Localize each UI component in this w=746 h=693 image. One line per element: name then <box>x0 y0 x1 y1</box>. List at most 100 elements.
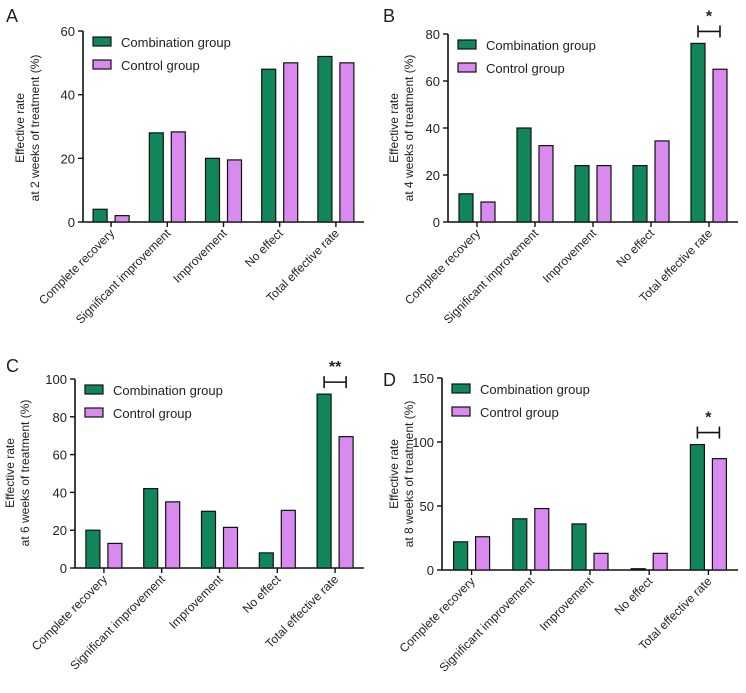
x-category-label: Improvement <box>540 226 600 286</box>
bar-control <box>652 552 668 571</box>
y-axis-label-line: Effective rate <box>387 439 401 509</box>
y-tick-label: 60 <box>53 448 67 463</box>
y-tick-label: 80 <box>426 27 440 42</box>
y-axis-label: Effective rateat 2 weeks of treatment (%… <box>13 55 42 202</box>
bar-control <box>280 509 296 569</box>
bar-combination <box>571 523 587 571</box>
legend-swatch-control <box>457 62 477 73</box>
y-tick-label: 20 <box>53 523 67 538</box>
x-category-label: No effect <box>612 574 656 618</box>
y-axis-label-line: at 6 weeks of treatment (%) <box>18 400 32 547</box>
bar-control <box>712 68 728 223</box>
y-tick-label: 40 <box>53 485 67 500</box>
bar-combination <box>92 208 108 223</box>
bar-control <box>226 159 243 223</box>
chart-panel-d: D 0 50 100 150 Effective rateat 8 weeks of tr… <box>383 370 738 675</box>
x-category-label: Significant improvement <box>67 572 168 673</box>
y-tick-label: 0 <box>68 215 75 230</box>
bar-combination <box>512 518 528 571</box>
y-tick-label: 60 <box>61 24 75 39</box>
y-axis-label: Effective rateat 8 weeks of treatment (%… <box>387 401 416 548</box>
bar-control <box>480 201 496 223</box>
significance-label: * <box>706 8 713 25</box>
bar-combination <box>689 443 706 571</box>
y-tick-label: 40 <box>426 121 440 136</box>
bar-combination <box>261 68 277 223</box>
y-axis-label: Effective rateat 6 weeks of treatment (%… <box>3 400 32 547</box>
legend-swatch-combination <box>84 384 104 395</box>
x-category-label: Improvement <box>537 574 597 634</box>
y-tick-label: 100 <box>412 435 434 450</box>
bar-combination <box>85 529 101 569</box>
y-tick-label: 60 <box>426 74 440 89</box>
panel-letter: A <box>6 6 18 26</box>
y-axis-label-line: at 8 weeks of treatment (%) <box>402 401 416 548</box>
bar-control <box>338 436 354 569</box>
x-category-label: No effect <box>240 572 284 616</box>
y-tick-label: 0 <box>427 563 434 578</box>
y-axis-label-line: Effective rate <box>387 93 401 163</box>
x-category-label: Significant improvement <box>436 574 537 675</box>
bar-control <box>593 552 609 571</box>
y-tick-label: 0 <box>60 561 67 576</box>
y-tick-label: 20 <box>61 151 75 166</box>
bar-combination <box>632 165 648 223</box>
legend-label: Control group <box>113 406 192 421</box>
significance-label: * <box>705 410 712 427</box>
x-category-label: No effect <box>242 226 286 270</box>
bar-control <box>283 62 299 223</box>
y-axis-label-line: at 4 weeks of treatment (%) <box>402 55 416 202</box>
bar-control <box>596 165 612 223</box>
y-tick-label: 150 <box>412 371 434 386</box>
bar-control <box>475 536 491 571</box>
legend-label: Combination group <box>480 382 590 397</box>
legend-label: Combination group <box>113 383 223 398</box>
bar-combination <box>453 541 469 571</box>
bar-control <box>107 542 123 569</box>
bar-control <box>114 215 130 223</box>
legend-swatch-combination <box>457 39 477 50</box>
legend-swatch-combination <box>451 383 471 394</box>
bar-combination <box>516 127 532 223</box>
bar-control <box>165 501 181 569</box>
bar-combination <box>630 568 646 571</box>
bar-combination <box>148 132 164 223</box>
significance-label: ** <box>329 359 342 376</box>
legend-label: Control group <box>486 61 565 76</box>
bar-combination <box>574 165 590 223</box>
x-category-label: Significant improvement <box>73 226 174 327</box>
legend-swatch-control <box>92 59 112 70</box>
bar-combination <box>143 488 159 569</box>
panel-letter: D <box>383 370 396 390</box>
y-axis-label-line: Effective rate <box>13 93 27 163</box>
y-axis-label-line: at 2 weeks of treatment (%) <box>28 55 42 202</box>
bar-combination <box>204 157 221 223</box>
bar-combination <box>317 55 333 223</box>
y-tick-label: 80 <box>53 410 67 425</box>
bar-control <box>711 458 728 571</box>
x-category-label: No effect <box>613 226 657 270</box>
legend-label: Combination group <box>486 38 596 53</box>
legend-swatch-combination <box>92 36 112 47</box>
y-axis-label-line: Effective rate <box>3 438 17 508</box>
bar-control <box>170 131 186 223</box>
panel-letter: B <box>383 6 395 26</box>
x-category-label: Improvement <box>170 226 230 286</box>
x-category-label: Significant improvement <box>441 226 542 327</box>
y-tick-label: 0 <box>433 215 440 230</box>
bar-control <box>534 507 550 571</box>
y-tick-label: 40 <box>61 88 75 103</box>
legend-swatch-control <box>84 407 104 418</box>
x-category-label: Improvement <box>166 572 226 632</box>
legend-label: Control group <box>121 58 200 73</box>
bar-combination <box>200 510 217 569</box>
legend-label: Control group <box>480 405 559 420</box>
y-tick-label: 20 <box>426 168 440 183</box>
bar-combination <box>458 193 474 223</box>
bar-control <box>339 62 355 223</box>
bar-control <box>654 140 670 223</box>
y-axis-label: Effective rateat 4 weeks of treatment (%… <box>387 55 416 202</box>
y-tick-label: 100 <box>45 372 67 387</box>
bar-control <box>538 145 554 223</box>
